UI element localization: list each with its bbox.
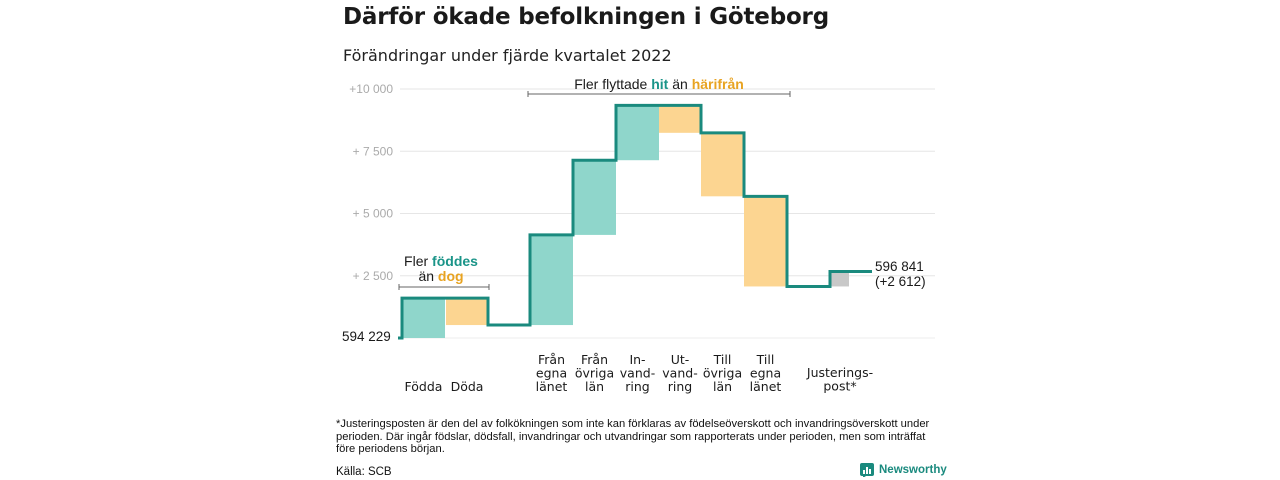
annotations: Fler föddes än dog Fler flyttade hit än … (398, 76, 791, 290)
end-change-label: (+2 612) (875, 274, 926, 289)
migration-annotation-mid: än (668, 76, 691, 92)
births-annotation-highlight2: dog (438, 268, 464, 284)
bar-0 (402, 298, 445, 338)
bar-5 (659, 105, 701, 133)
bar-2 (530, 234, 573, 326)
bars (402, 105, 849, 338)
waterfall-chart: + 2 500 + 5 000 + 7 500 +10 000 Fler föddes… (342, 76, 935, 394)
x-label: Till egna länet (750, 352, 782, 394)
x-label-line: övriga (703, 366, 742, 381)
x-label-line: länet (536, 379, 568, 394)
x-label-line: vand- (662, 366, 697, 381)
x-label: In-vand-ring (620, 352, 655, 394)
bar-4 (616, 105, 659, 161)
x-label-line: Från (538, 352, 565, 367)
x-label-line: ring (668, 379, 692, 394)
x-label: Från övriga län (575, 352, 614, 394)
births-annotation-highlight1: föddes (432, 253, 478, 269)
migration-annotation-hit: hit (651, 76, 668, 92)
x-label-line: Från (581, 352, 608, 367)
chart-subtitle: Förändringar under fjärde kvartalet 2022 (343, 46, 672, 65)
y-tick-label: + 2 500 (353, 269, 394, 283)
x-label: Justerings-post* (806, 365, 873, 394)
x-label-line: Döda (451, 379, 484, 394)
x-label-line: post* (823, 379, 856, 394)
chart-title: Därför ökade befolkningen i Göteborg (343, 4, 829, 30)
migration-annotation: Fler flyttade hit än härifrån (574, 76, 744, 92)
y-tick-label: +10 000 (349, 82, 393, 96)
cumulative-step-line (398, 103, 872, 340)
x-label-line: Till (756, 352, 775, 367)
footnote: *Justeringsposten är den del av folkökni… (336, 418, 930, 455)
y-tick-label: + 7 500 (353, 144, 394, 158)
end-value-label: 596 841 (875, 259, 924, 274)
source-label: Källa: SCB (336, 466, 392, 478)
x-label: Till övriga län (703, 352, 742, 394)
x-label: Ut-vand-ring (662, 352, 697, 394)
bar-1 (446, 298, 488, 326)
x-label-line: övriga (575, 366, 614, 381)
x-label-line: Födda (405, 379, 443, 394)
bar-8 (830, 271, 849, 287)
births-annotation-pre2: än (418, 268, 437, 284)
start-value-label: 594 229 (342, 329, 391, 344)
newsworthy-logo[interactable]: Newsworthy (860, 463, 947, 477)
births-annotation-line1: Fler föddes (404, 253, 478, 269)
x-label: Från egna länet (536, 352, 568, 394)
births-annotation-line2: än dog (418, 268, 463, 284)
x-label-line: länet (750, 379, 782, 394)
x-label-line: län (713, 379, 732, 394)
x-label-line: ring (625, 379, 649, 394)
x-label: Födda (405, 379, 443, 394)
x-label-line: Till (713, 352, 732, 367)
migration-annotation-harifran: härifrån (692, 76, 744, 92)
newsworthy-logo-text: Newsworthy (879, 464, 947, 476)
y-tick-labels: + 2 500 + 5 000 + 7 500 +10 000 (349, 82, 393, 283)
x-label-line: län (585, 379, 604, 394)
x-label-line: Ut- (671, 352, 690, 367)
births-annotation-pre1: Fler (404, 253, 432, 269)
x-label-line: egna (536, 366, 567, 381)
migration-annotation-pre: Fler flyttade (574, 76, 651, 92)
x-label-line: Justerings- (806, 365, 873, 380)
bar-7 (744, 196, 787, 287)
x-label-line: In- (629, 352, 645, 367)
newsworthy-logo-icon (860, 463, 874, 477)
x-label-line: egna (750, 366, 781, 381)
bar-3 (573, 160, 616, 235)
x-label-line: vand- (620, 366, 655, 381)
bar-6 (701, 132, 744, 197)
y-tick-label: + 5 000 (353, 207, 394, 221)
x-label: Döda (451, 379, 484, 394)
